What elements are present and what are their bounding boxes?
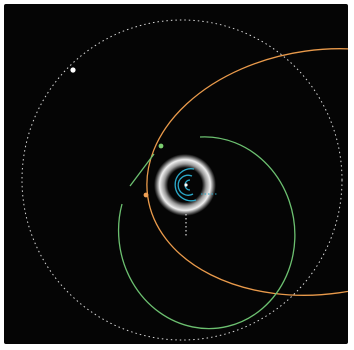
white-planet: [70, 67, 76, 73]
central-star: [184, 183, 188, 187]
green-orbit-segment: [129, 153, 155, 187]
orbit-diagram-svg: [21, 19, 348, 341]
orbit-diagram-canvas: [4, 4, 348, 344]
dotted-outer-orbit: [21, 19, 343, 341]
orange-planet: [143, 192, 149, 198]
green-planet: [158, 143, 164, 149]
green-orbit: [117, 136, 296, 330]
